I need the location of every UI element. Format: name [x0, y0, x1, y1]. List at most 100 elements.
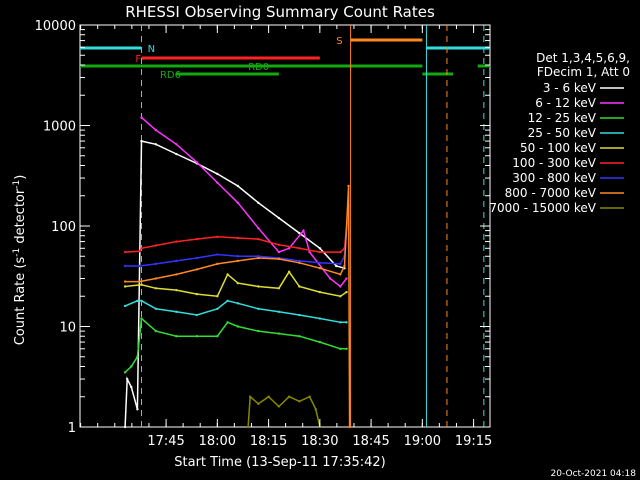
data-point: [298, 400, 301, 403]
data-point: [216, 181, 219, 184]
data-point: [226, 273, 229, 276]
series-line: [124, 316, 347, 373]
data-point: [318, 247, 322, 250]
series-line: [124, 140, 345, 428]
data-point: [236, 236, 240, 240]
data-point: [175, 152, 178, 156]
data-point: [226, 321, 229, 324]
data-point: [140, 116, 143, 119]
legend-entry-label: 12 - 25 keV: [528, 111, 597, 125]
data-point: [123, 425, 127, 429]
annotation-rd6: RD6: [160, 70, 181, 81]
data-point: [328, 277, 332, 280]
data-point: [277, 332, 281, 335]
data-point: [154, 244, 158, 247]
legend: Det 1,3,4,5,6,9,FDecim 1, Att 0 3 - 6 keV…: [489, 51, 630, 215]
data-point: [308, 250, 311, 254]
legend-entry-label: 100 - 300 keV: [512, 156, 596, 170]
data-point: [236, 302, 240, 305]
data-point: [154, 329, 158, 333]
legend-entry-label: 3 - 6 keV: [543, 81, 597, 95]
data-point: [345, 347, 348, 350]
data-point: [257, 201, 260, 205]
chart-title: RHESSI Observing Summary Count Rates: [125, 3, 435, 21]
annotation-eclipse_n: N: [148, 44, 155, 55]
data-point: [175, 310, 178, 314]
data-point: [195, 161, 199, 164]
data-point: [138, 250, 141, 253]
data-point: [195, 237, 199, 241]
data-point: [175, 335, 178, 338]
data-point: [175, 259, 178, 263]
data-point: [318, 261, 322, 265]
data-point: [277, 250, 281, 254]
data-point: [318, 267, 322, 270]
data-point: [130, 385, 133, 389]
data-point: [175, 288, 178, 292]
data-point: [298, 231, 301, 235]
series-line: [125, 185, 351, 428]
data-point: [339, 295, 342, 298]
annotation-flare_f: F: [135, 54, 141, 65]
data-point: [140, 283, 143, 286]
data-point: [267, 395, 270, 398]
data-point: [195, 335, 199, 338]
data-point: [123, 285, 127, 288]
data-point: [287, 395, 291, 398]
data-point: [345, 290, 348, 294]
data-point: [154, 262, 158, 266]
series-line: [125, 208, 350, 267]
data-point: [257, 256, 260, 260]
data-point: [195, 313, 199, 317]
data-point: [154, 143, 158, 146]
data-point: [277, 257, 281, 261]
axes-layer: 1 10 100 1000 10000 17:45 18:00 18:15 18:30 18:45…: [35, 19, 493, 449]
data-point: [226, 299, 229, 303]
series-line: [124, 299, 347, 324]
x-tick-label: 17:45: [147, 434, 184, 449]
annotation-layer: NF S RD0 RD6: [135, 36, 342, 81]
data-point: [195, 256, 199, 260]
data-point: [136, 299, 139, 303]
vline-layer: [141, 25, 485, 427]
legend-entry-label: 7000 - 15000 keV: [489, 201, 596, 215]
data-point: [140, 247, 143, 250]
x-tick-label: 18:45: [352, 434, 389, 449]
data-point: [130, 365, 133, 368]
data-point: [236, 201, 240, 205]
y-tick-label: 1: [68, 421, 76, 436]
data-point: [298, 285, 301, 288]
data-point: [136, 408, 139, 411]
data-point: [257, 285, 260, 288]
data-point: [257, 237, 260, 241]
data-point: [154, 277, 158, 280]
data-point: [302, 229, 305, 232]
data-point: [175, 240, 178, 243]
footer-timestamp: 20-Oct-2021 04:18: [551, 469, 637, 479]
data-point: [318, 340, 322, 344]
data-point: [123, 371, 127, 374]
data-point: [314, 408, 317, 411]
data-point: [123, 304, 127, 308]
data-point: [123, 264, 127, 268]
x-tick-label: 18:15: [250, 434, 287, 449]
data-point: [277, 310, 281, 314]
data-point: [308, 395, 311, 398]
data-point: [277, 243, 281, 247]
data-point: [136, 355, 139, 358]
data-point: [236, 255, 240, 258]
data-point: [287, 270, 291, 274]
data-point: [216, 235, 219, 239]
y-tick-label: 100: [51, 220, 76, 235]
y-tick-label: 10000: [35, 19, 76, 34]
y-axis-label-part: detector: [13, 188, 28, 248]
data-point: [123, 250, 127, 254]
data-point: [195, 292, 199, 296]
data-point: [339, 262, 342, 266]
data-point: [335, 264, 338, 268]
legend-entry-label: 800 - 7000 keV: [505, 186, 597, 200]
data-point: [236, 259, 240, 263]
data-point: [257, 307, 260, 311]
data-point: [216, 172, 219, 176]
data-point: [175, 143, 178, 146]
